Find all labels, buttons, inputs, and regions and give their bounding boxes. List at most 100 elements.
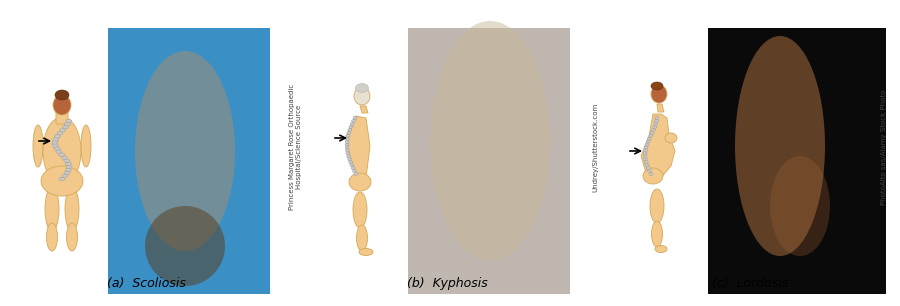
Bar bbox=[408, 28, 570, 294]
Text: PhotoAlto sas/Alamy Stock Photo: PhotoAlto sas/Alamy Stock Photo bbox=[881, 89, 886, 205]
Ellipse shape bbox=[41, 166, 83, 196]
Text: Princess Margaret Rose Orthopaedic
Hospital/Science Source: Princess Margaret Rose Orthopaedic Hospi… bbox=[289, 84, 302, 210]
Ellipse shape bbox=[353, 170, 356, 173]
Ellipse shape bbox=[346, 137, 349, 140]
Ellipse shape bbox=[644, 161, 648, 164]
Ellipse shape bbox=[347, 158, 352, 161]
Ellipse shape bbox=[33, 125, 43, 167]
Ellipse shape bbox=[345, 143, 349, 146]
Text: (c)  Lordosis: (c) Lordosis bbox=[712, 277, 788, 290]
Ellipse shape bbox=[346, 131, 351, 134]
Ellipse shape bbox=[52, 144, 58, 147]
Ellipse shape bbox=[350, 122, 355, 125]
Ellipse shape bbox=[651, 82, 663, 90]
Text: (a)  Scoliosis: (a) Scoliosis bbox=[107, 277, 186, 290]
Ellipse shape bbox=[646, 166, 650, 170]
Ellipse shape bbox=[59, 177, 65, 181]
Ellipse shape bbox=[354, 87, 370, 105]
Ellipse shape bbox=[644, 158, 647, 161]
Ellipse shape bbox=[62, 125, 68, 129]
Ellipse shape bbox=[349, 173, 371, 191]
Ellipse shape bbox=[430, 21, 550, 261]
Ellipse shape bbox=[55, 135, 60, 138]
Polygon shape bbox=[346, 116, 370, 178]
Ellipse shape bbox=[352, 119, 356, 122]
Ellipse shape bbox=[651, 85, 667, 103]
Ellipse shape bbox=[52, 141, 58, 144]
Ellipse shape bbox=[67, 223, 77, 251]
Ellipse shape bbox=[47, 223, 58, 251]
Text: Undrey/Shutterstock.com: Undrey/Shutterstock.com bbox=[593, 102, 598, 192]
Ellipse shape bbox=[735, 36, 825, 256]
Ellipse shape bbox=[346, 140, 349, 143]
Ellipse shape bbox=[346, 149, 349, 152]
Ellipse shape bbox=[53, 138, 58, 141]
Ellipse shape bbox=[346, 152, 350, 155]
Ellipse shape bbox=[654, 119, 659, 122]
Ellipse shape bbox=[135, 51, 235, 251]
Ellipse shape bbox=[353, 192, 367, 228]
Ellipse shape bbox=[58, 153, 65, 156]
Ellipse shape bbox=[55, 90, 69, 100]
Ellipse shape bbox=[43, 117, 81, 185]
Ellipse shape bbox=[653, 122, 658, 125]
Ellipse shape bbox=[66, 168, 71, 172]
Ellipse shape bbox=[349, 125, 353, 128]
Ellipse shape bbox=[655, 245, 667, 252]
Bar bbox=[108, 28, 270, 294]
Ellipse shape bbox=[65, 122, 70, 126]
Ellipse shape bbox=[62, 174, 68, 178]
Ellipse shape bbox=[356, 225, 367, 251]
Ellipse shape bbox=[356, 84, 368, 92]
Ellipse shape bbox=[53, 95, 71, 115]
Ellipse shape bbox=[66, 165, 72, 169]
Ellipse shape bbox=[353, 117, 357, 119]
Ellipse shape bbox=[644, 155, 647, 158]
Ellipse shape bbox=[655, 117, 659, 119]
Ellipse shape bbox=[57, 132, 63, 135]
Ellipse shape bbox=[645, 143, 649, 146]
Ellipse shape bbox=[643, 168, 663, 184]
Bar bbox=[708, 28, 886, 294]
Ellipse shape bbox=[66, 119, 72, 123]
Ellipse shape bbox=[351, 166, 356, 170]
Text: (b)  Kyphosis: (b) Kyphosis bbox=[407, 277, 488, 290]
Ellipse shape bbox=[66, 162, 71, 166]
Ellipse shape bbox=[65, 187, 79, 231]
Ellipse shape bbox=[64, 171, 70, 175]
Ellipse shape bbox=[56, 150, 62, 153]
Ellipse shape bbox=[650, 189, 664, 223]
Ellipse shape bbox=[652, 221, 662, 247]
Ellipse shape bbox=[644, 149, 647, 152]
Ellipse shape bbox=[643, 152, 647, 155]
Polygon shape bbox=[360, 106, 368, 113]
Ellipse shape bbox=[647, 137, 652, 140]
Ellipse shape bbox=[649, 134, 652, 137]
Ellipse shape bbox=[81, 125, 91, 167]
FancyBboxPatch shape bbox=[56, 110, 68, 124]
Ellipse shape bbox=[346, 155, 351, 158]
Ellipse shape bbox=[652, 125, 657, 128]
Ellipse shape bbox=[648, 170, 652, 173]
Ellipse shape bbox=[145, 206, 225, 286]
Ellipse shape bbox=[354, 173, 358, 176]
Polygon shape bbox=[657, 104, 664, 112]
Ellipse shape bbox=[45, 187, 59, 231]
Ellipse shape bbox=[346, 134, 350, 137]
Ellipse shape bbox=[770, 156, 830, 256]
Ellipse shape bbox=[651, 131, 654, 134]
Ellipse shape bbox=[665, 133, 677, 143]
Ellipse shape bbox=[348, 161, 353, 164]
Ellipse shape bbox=[359, 248, 373, 256]
Ellipse shape bbox=[649, 173, 653, 176]
Ellipse shape bbox=[350, 164, 354, 167]
Ellipse shape bbox=[644, 146, 648, 149]
Ellipse shape bbox=[59, 129, 66, 132]
Ellipse shape bbox=[348, 128, 352, 131]
Ellipse shape bbox=[345, 146, 349, 149]
Polygon shape bbox=[641, 114, 675, 180]
Ellipse shape bbox=[645, 164, 649, 167]
Ellipse shape bbox=[61, 156, 68, 159]
Ellipse shape bbox=[54, 147, 59, 150]
Ellipse shape bbox=[652, 128, 655, 131]
